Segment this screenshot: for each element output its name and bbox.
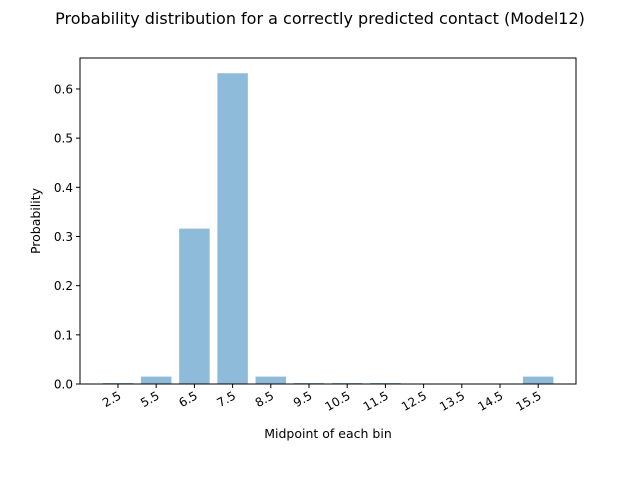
y-tick-label: 0.3 <box>54 230 73 244</box>
y-axis: 0.0 0.1 0.2 0.3 0.4 0.5 0.6 <box>54 82 80 392</box>
chart-title: Probability distribution for a correctly… <box>55 9 585 28</box>
y-tick-label: 0.0 <box>54 378 73 392</box>
y-tick-label: 0.5 <box>54 132 73 146</box>
y-tick-label: 0.2 <box>54 279 73 293</box>
y-tick-label: 0.6 <box>54 82 73 96</box>
bar-15.5 <box>522 376 554 384</box>
x-axis-label: Midpoint of each bin <box>264 426 392 441</box>
y-axis-label: Probability <box>28 187 43 254</box>
y-tick-label: 0.1 <box>54 328 73 342</box>
plot-frame <box>79 57 577 385</box>
bars-group <box>102 73 554 385</box>
y-tick-label: 0.4 <box>54 181 73 195</box>
bar-5.5 <box>140 376 172 384</box>
bar-8.5 <box>255 376 287 384</box>
bar-7.5 <box>217 73 248 385</box>
bar-6.5 <box>179 228 210 384</box>
